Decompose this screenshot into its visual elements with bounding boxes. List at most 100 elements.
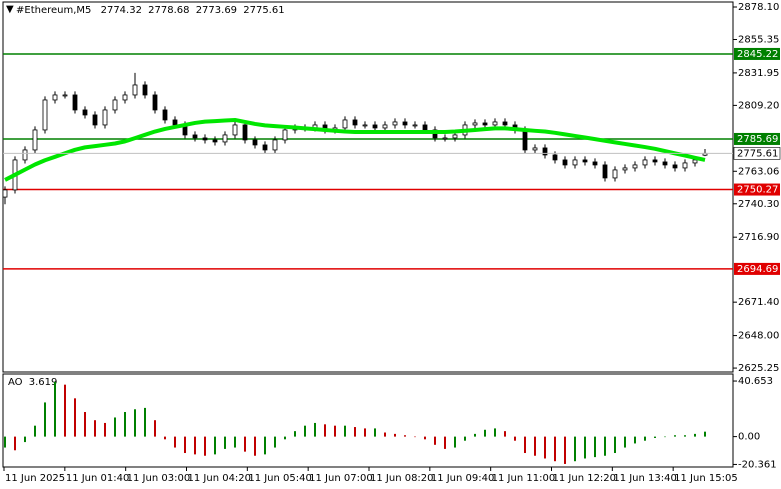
candle-body [62,94,68,97]
ao-bar [274,436,276,448]
ao-bar [334,425,336,437]
ao-bar [624,436,626,448]
level-label: 2750.27 [737,185,778,196]
candle-body [642,159,648,166]
candle-body [132,84,138,96]
ao-bar [524,436,526,454]
x-tick-label: 11 Jun 03:00 [127,473,191,484]
candle-body [612,169,618,179]
candle-body [472,122,478,126]
candle-body [622,167,628,171]
candle-body [52,94,58,101]
ao-bar [414,436,416,438]
candle-body [152,94,158,111]
candle-body [682,162,688,169]
level-tag [734,132,780,145]
ao-bar [434,436,436,445]
ao-bar [294,431,296,437]
candle-body [272,139,278,151]
ao-bar [164,436,166,440]
candle-body [92,114,98,126]
y-tick-label: 40.653 [738,376,773,387]
ao-bar [104,422,106,437]
candle-body [382,124,388,129]
ao-bar [14,436,16,451]
current-price-label: 2775.61 [737,148,778,159]
ao-bar [634,436,636,444]
ao-bar [134,409,136,437]
candle-body [532,147,538,151]
ao-bar [484,429,486,437]
y-tick-label: 2809.20 [738,100,779,111]
candle-body [102,109,108,126]
ao-bar [34,425,36,437]
bar-open: 2774.32 [101,5,142,16]
candle-body [692,159,698,164]
candle-body [112,99,118,111]
candle-body [632,164,638,169]
x-tick-label: 11 Jun 01:40 [66,473,130,484]
candle-body [162,109,168,121]
candle-body [372,124,378,129]
candle-body [22,149,28,161]
candle-body [602,164,608,179]
candle-body [222,134,228,143]
ao-bar [174,436,176,448]
x-tick-label: 11 Jun 04:20 [188,473,252,484]
ao-bar [214,436,216,455]
ao-bar [24,436,26,443]
y-tick-label: 2648.00 [738,331,779,342]
candle-body [522,129,528,151]
candle-body [212,139,218,143]
ao-bar [154,420,156,437]
candle-body [232,124,238,136]
ao-bar [694,433,696,437]
y-tick-label: 2763.06 [738,166,779,177]
y-tick-label: 2625.25 [738,363,779,374]
level-label: 2694.69 [737,264,778,275]
candle-body [552,154,558,161]
candle-body [562,159,568,166]
candle-body [422,124,428,131]
x-tick-label: 11 Jun 11:00 [492,473,556,484]
ao-bar [44,402,46,437]
ao-bar [534,436,536,456]
ao-bar [654,436,656,438]
ao-bar [504,431,506,437]
ao-label: AO [8,377,23,388]
candle-body [202,137,208,141]
ao-bar [564,436,566,464]
ao-frame [2,373,734,468]
ao-bar [684,435,686,437]
candle-body [572,159,578,166]
x-tick-label: 11 Jun 13:40 [613,473,677,484]
candle-body [452,134,458,139]
ao-bar [494,428,496,437]
x-tick-label: 11 Jun 07:00 [309,473,373,484]
current-price-tag [733,147,781,160]
candle-body [492,121,498,126]
ao-bar [254,436,256,456]
ao-bar [344,425,346,437]
ao-bar [424,436,426,440]
candle-body [2,189,8,198]
candle-body [252,139,258,146]
ao-bar [204,436,206,456]
ao-current: 3.619 [29,377,58,388]
ao-bar [4,436,6,448]
ao-bar [384,432,386,437]
ao-bar [184,436,186,454]
y-tick-label: 2855.35 [738,34,779,45]
menu-icon[interactable]: ▼ [6,4,14,15]
candle-body [412,124,418,127]
ao-bar [544,436,546,459]
ao-bar [454,436,456,448]
candle-body [32,129,38,151]
ao-bar [314,422,316,437]
bar-close: 2775.61 [243,5,284,16]
header: #Ethereum,M5 2774.32 2778.68 2773.69 277… [16,5,285,16]
ao-bar [54,381,56,437]
ao-bar [84,412,86,437]
level-label: 2785.69 [737,134,778,145]
candle-body [172,119,178,126]
